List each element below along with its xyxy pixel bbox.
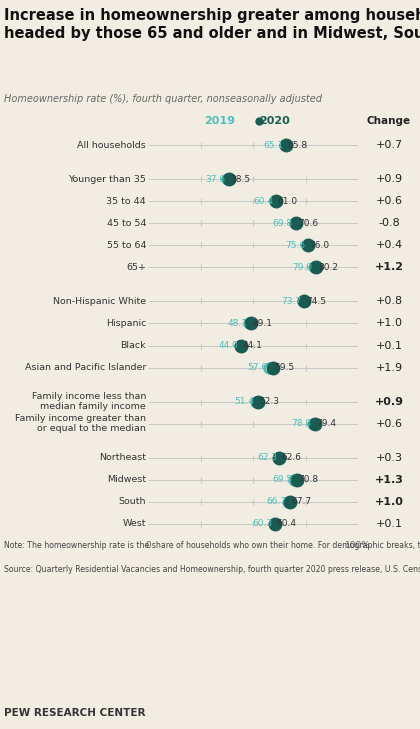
- Text: +0.1: +0.1: [375, 340, 402, 351]
- Text: 62.3: 62.3: [257, 453, 277, 462]
- Text: 70.8: 70.8: [298, 475, 318, 484]
- Text: 74.5: 74.5: [306, 297, 326, 306]
- Text: 38.5: 38.5: [231, 175, 251, 184]
- Text: +0.9: +0.9: [375, 174, 402, 184]
- Text: 65+: 65+: [126, 262, 146, 272]
- Text: 55 to 64: 55 to 64: [107, 241, 146, 250]
- Text: 45 to 54: 45 to 54: [107, 219, 146, 227]
- Text: +0.7: +0.7: [375, 140, 402, 150]
- Text: +0.4: +0.4: [375, 241, 402, 250]
- Text: South: South: [118, 497, 146, 507]
- Text: Midwest: Midwest: [107, 475, 146, 484]
- Text: Increase in homeownership greater among households
headed by those 65 and older : Increase in homeownership greater among …: [4, 8, 420, 41]
- Text: 60.4: 60.4: [276, 520, 297, 529]
- Text: 44.1: 44.1: [242, 341, 262, 350]
- Text: Note: The homeownership rate is the share of households who own their home. For : Note: The homeownership rate is the shar…: [4, 541, 420, 574]
- Text: 35 to 44: 35 to 44: [106, 197, 146, 206]
- Text: 48.1: 48.1: [227, 319, 247, 328]
- Text: +1.0: +1.0: [375, 319, 402, 329]
- Text: Black: Black: [121, 341, 146, 350]
- Text: +0.9: +0.9: [375, 397, 404, 407]
- Text: 75.6: 75.6: [285, 241, 305, 250]
- Text: 60.4: 60.4: [253, 197, 273, 206]
- Text: Younger than 35: Younger than 35: [68, 175, 146, 184]
- Text: 60.3: 60.3: [253, 520, 273, 529]
- Text: 67.7: 67.7: [292, 497, 312, 507]
- Text: Family income greater than
or equal to the median: Family income greater than or equal to t…: [15, 414, 146, 434]
- Text: 76.0: 76.0: [309, 241, 329, 250]
- Text: 73.7: 73.7: [281, 297, 301, 306]
- Text: +0.6: +0.6: [375, 418, 402, 429]
- Text: 49.1: 49.1: [253, 319, 273, 328]
- Text: +1.3: +1.3: [375, 475, 404, 485]
- Text: 61.0: 61.0: [278, 197, 298, 206]
- Text: +0.6: +0.6: [375, 196, 402, 206]
- Text: 52.3: 52.3: [260, 397, 280, 406]
- Text: 80.2: 80.2: [318, 262, 338, 272]
- Text: 65.8: 65.8: [288, 141, 308, 149]
- Text: 37.6: 37.6: [205, 175, 225, 184]
- Text: Change: Change: [367, 116, 411, 126]
- Text: 44.0: 44.0: [219, 341, 239, 350]
- Text: 51.4: 51.4: [234, 397, 254, 406]
- Text: 69.5: 69.5: [272, 475, 292, 484]
- Text: +0.1: +0.1: [375, 519, 402, 529]
- Text: +1.0: +1.0: [375, 497, 404, 507]
- Text: PEW RESEARCH CENTER: PEW RESEARCH CENTER: [4, 709, 145, 719]
- Text: Homeownership rate (%), fourth quarter, nonseasonally adjusted: Homeownership rate (%), fourth quarter, …: [4, 94, 322, 104]
- Text: Asian and Pacific Islander: Asian and Pacific Islander: [25, 363, 146, 372]
- Text: Hispanic: Hispanic: [105, 319, 146, 328]
- Text: All households: All households: [77, 141, 146, 149]
- Text: 100%: 100%: [345, 540, 371, 550]
- Text: 2020: 2020: [260, 116, 290, 126]
- Text: 79.0: 79.0: [292, 262, 312, 272]
- Text: +0.3: +0.3: [375, 453, 402, 463]
- Text: 79.4: 79.4: [316, 419, 336, 428]
- Text: Non-Hispanic White: Non-Hispanic White: [53, 297, 146, 306]
- Text: 2019: 2019: [205, 116, 236, 126]
- Text: 78.8: 78.8: [291, 419, 312, 428]
- Text: 0: 0: [145, 540, 151, 550]
- Text: +0.8: +0.8: [375, 297, 402, 306]
- Text: 62.6: 62.6: [281, 453, 301, 462]
- Text: 65.1: 65.1: [263, 141, 283, 149]
- Text: 59.5: 59.5: [275, 363, 295, 372]
- Text: -0.8: -0.8: [378, 218, 400, 228]
- Text: +1.9: +1.9: [375, 362, 402, 373]
- Text: West: West: [123, 520, 146, 529]
- Text: 66.7: 66.7: [266, 497, 286, 507]
- Text: Northeast: Northeast: [99, 453, 146, 462]
- Text: Family income less than
median family income: Family income less than median family in…: [32, 392, 146, 411]
- Text: 57.6: 57.6: [247, 363, 267, 372]
- Text: +1.2: +1.2: [375, 262, 404, 273]
- Text: 69.8: 69.8: [273, 219, 293, 227]
- Text: 70.6: 70.6: [298, 219, 318, 227]
